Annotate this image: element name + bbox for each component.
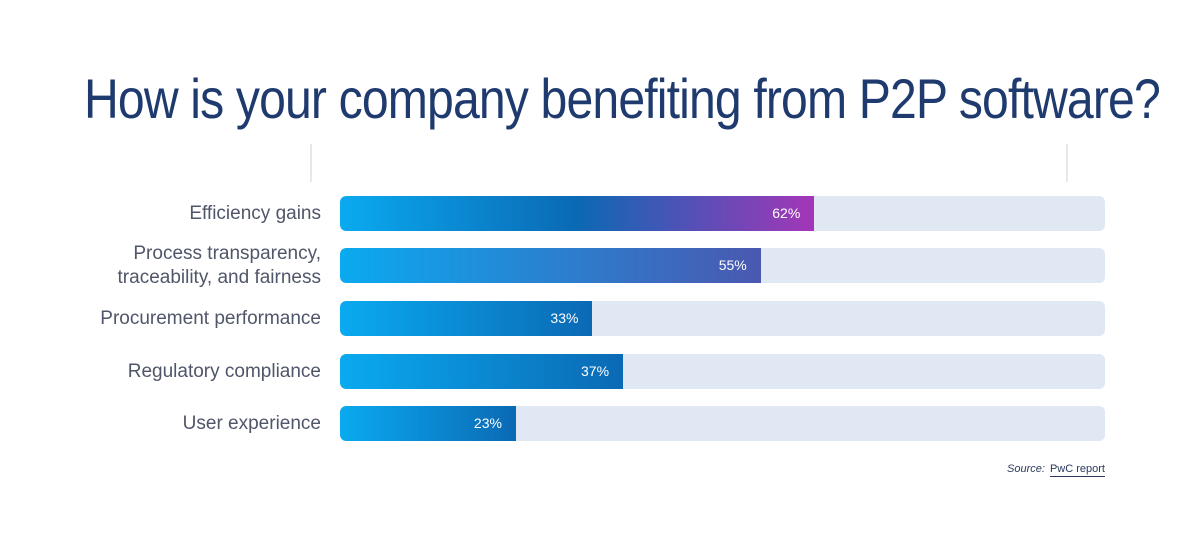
bar-label: Regulatory compliance xyxy=(1,360,321,384)
bar-label: Efficiency gains xyxy=(1,202,321,226)
bar: 62% xyxy=(340,196,815,231)
bar-label-line: Regulatory compliance xyxy=(127,361,321,382)
source-label: Source: xyxy=(1007,463,1045,475)
source-note: Source: PwC report xyxy=(1007,463,1105,477)
divider-right xyxy=(1066,144,1068,182)
bar-label-line: Procurement performance xyxy=(100,308,321,329)
bar-label: Process transparency, traceability, and f… xyxy=(1,242,321,290)
divider-left xyxy=(310,144,312,182)
bar-track: 62% xyxy=(340,196,1105,231)
bar-value-label: 55% xyxy=(718,257,747,273)
bar-label: User experience xyxy=(1,412,321,436)
chart-title: How is your company benefiting from P2P … xyxy=(84,67,1161,130)
bar-label-line: traceability, and fairness xyxy=(117,267,321,288)
bar-track: 33% xyxy=(340,301,1105,336)
bar-track: 23% xyxy=(340,406,1105,441)
bar-label-line: Efficiency gains xyxy=(189,203,321,224)
bar-track: 55% xyxy=(340,248,1105,283)
bar-value-label: 62% xyxy=(772,205,801,221)
bar-label-line: Process transparency, xyxy=(133,243,321,264)
bar-label-line: User experience xyxy=(182,413,321,434)
bar: 55% xyxy=(340,248,761,283)
bar-value-label: 33% xyxy=(550,310,579,326)
bar: 37% xyxy=(340,354,624,389)
bar-label: Procurement performance xyxy=(1,307,321,331)
bar: 23% xyxy=(340,406,516,441)
bar-track: 37% xyxy=(340,354,1105,389)
bar-value-label: 23% xyxy=(473,415,502,431)
source-link[interactable]: PwC report xyxy=(1049,463,1105,477)
bar: 33% xyxy=(340,301,593,336)
bar-value-label: 37% xyxy=(581,363,610,379)
